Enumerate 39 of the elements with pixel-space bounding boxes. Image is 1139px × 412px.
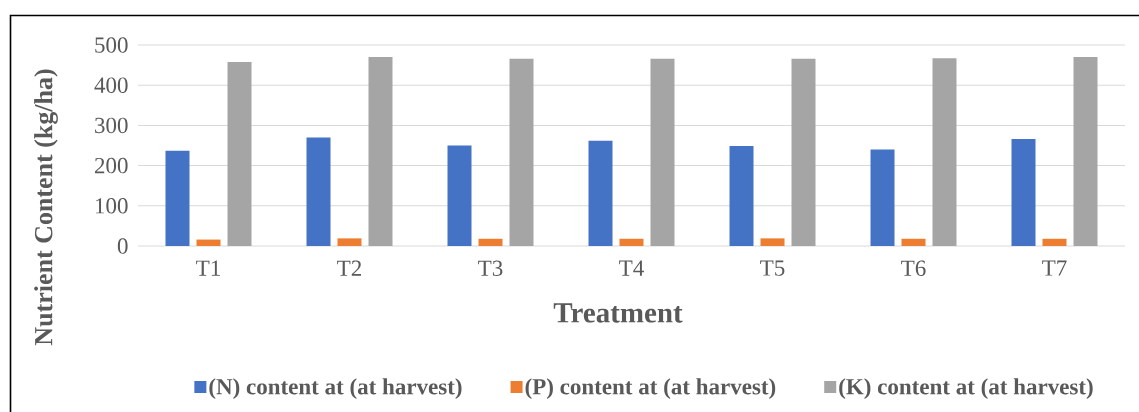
bar — [227, 61, 252, 246]
bar — [901, 238, 926, 246]
legend-label: (N) content at (at harvest) — [209, 378, 462, 400]
x-tick-label: T2 — [337, 260, 362, 276]
x-tick-label: T5 — [760, 260, 785, 276]
bar — [478, 238, 503, 246]
bar — [447, 145, 472, 246]
y-tick-label: 0 — [117, 238, 128, 254]
legend-label: (K) content at (at harvest) — [839, 378, 1093, 400]
bar — [650, 58, 675, 246]
bar — [791, 58, 816, 246]
y-tick-label: 400 — [94, 77, 128, 93]
bar — [196, 239, 221, 246]
bar — [509, 58, 534, 246]
x-tick-label: T6 — [901, 260, 926, 276]
bar — [1073, 57, 1098, 246]
x-tick-label: T7 — [1042, 260, 1067, 276]
bar — [760, 238, 785, 246]
bar — [870, 149, 895, 246]
x-tick-label: T3 — [478, 260, 503, 276]
y-tick-label: 100 — [95, 198, 128, 214]
x-tick-label: T1 — [196, 260, 220, 276]
y-axis-title: Nutrient Content (kg/ha) — [34, 69, 58, 346]
y-tick-label: 200 — [94, 157, 128, 174]
bar — [588, 140, 613, 246]
bar — [932, 58, 957, 246]
y-tick-label: 300 — [95, 117, 128, 134]
y-tick-label: 500 — [95, 37, 128, 53]
bar — [729, 145, 754, 246]
bar — [306, 137, 331, 246]
bar — [619, 238, 644, 246]
bar — [368, 57, 393, 246]
bar — [1042, 238, 1067, 246]
bar — [337, 238, 362, 246]
bar — [1011, 139, 1036, 246]
x-axis-title: Treatment — [553, 303, 683, 323]
x-tick-label: T4 — [619, 260, 644, 276]
legend-label: (P) content at (at harvest) — [525, 378, 776, 400]
bar — [165, 150, 190, 246]
